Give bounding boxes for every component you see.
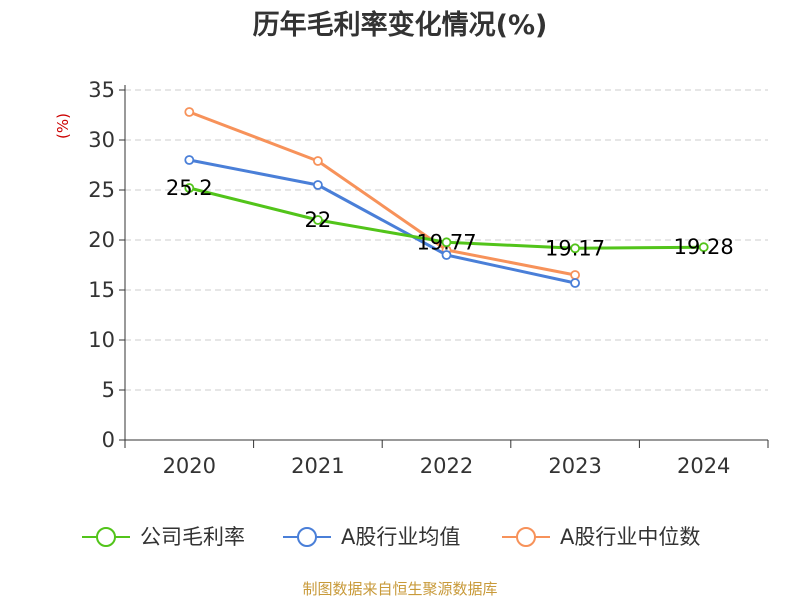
x-tick-label: 2021 xyxy=(291,454,344,478)
y-tick-label: 35 xyxy=(88,78,115,102)
legend-marker xyxy=(516,527,536,547)
y-tick-label: 15 xyxy=(88,278,115,302)
x-tick-label: 2024 xyxy=(677,454,730,478)
legend-label: A股行业均值 xyxy=(341,525,460,549)
legend-label: 公司毛利率 xyxy=(140,525,245,549)
series-2 xyxy=(184,107,580,280)
chart-title: 历年毛利率变化情况(%) xyxy=(253,9,548,41)
data-point xyxy=(570,243,580,254)
data-point xyxy=(570,278,580,288)
y-tick-label: 20 xyxy=(88,228,115,252)
data-point xyxy=(441,237,452,248)
data-point xyxy=(184,155,195,165)
series-group xyxy=(184,107,709,288)
data-point xyxy=(698,242,709,253)
data-point xyxy=(312,156,323,166)
y-tick-label: 25 xyxy=(88,178,115,202)
series-line xyxy=(187,158,577,285)
data-point xyxy=(184,107,195,117)
source-note: 制图数据来自恒生聚源数据库 xyxy=(302,580,497,598)
legend-item: A股行业均值 xyxy=(283,525,460,549)
x-tick-label: 2022 xyxy=(420,454,473,478)
data-labels: 25.2 22 19.77 19.17 19.28 xyxy=(166,176,734,260)
y-axis-label: (%) xyxy=(54,113,72,139)
legend: 公司毛利率 A股行业均值 A股行业中位数 xyxy=(82,525,700,549)
y-tick-label: 30 xyxy=(88,128,115,152)
axes: 0 5 10 15 20 25 30 35 2020 2021 2022 2023 2024 xyxy=(88,78,769,478)
y-tick-label: 0 xyxy=(102,428,115,452)
data-point xyxy=(312,180,323,190)
data-label: 22 xyxy=(305,208,332,232)
data-point xyxy=(312,215,323,225)
data-label: 19.77 xyxy=(416,230,476,254)
y-tick-label: 10 xyxy=(88,328,115,352)
x-tick-label: 2023 xyxy=(548,454,601,478)
x-tick-label: 2020 xyxy=(163,454,216,478)
legend-item: 公司毛利率 xyxy=(82,525,245,549)
data-label: 25.2 xyxy=(166,176,213,200)
legend-marker xyxy=(96,527,116,547)
legend-marker xyxy=(297,527,317,547)
data-label: 19.17 xyxy=(545,236,605,260)
series-1 xyxy=(184,155,580,288)
y-tick-label: 5 xyxy=(102,378,115,402)
data-label: 19.28 xyxy=(674,235,734,259)
data-point xyxy=(184,183,195,193)
legend-item: A股行业中位数 xyxy=(502,525,700,549)
legend-label: A股行业中位数 xyxy=(560,525,700,549)
series-line xyxy=(187,110,577,277)
data-point xyxy=(441,250,452,260)
series-0 xyxy=(184,183,709,254)
data-point xyxy=(570,270,580,280)
